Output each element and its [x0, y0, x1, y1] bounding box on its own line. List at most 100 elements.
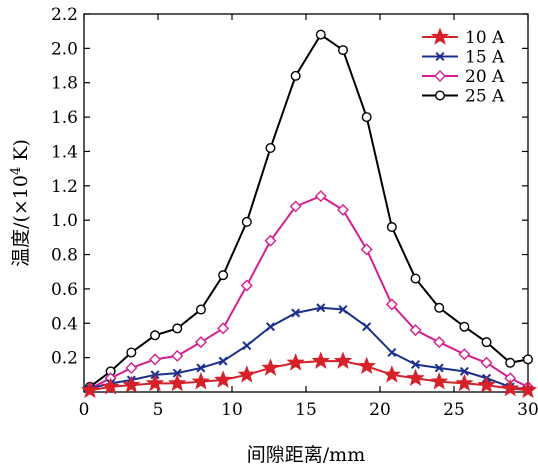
data-point-20a: [125, 361, 138, 374]
data-point-15a: [172, 368, 182, 378]
data-point-15a: [265, 322, 275, 332]
data-point-15a: [387, 347, 397, 357]
x-tick-label: 0: [79, 400, 90, 420]
y-tick-label: 0.2: [51, 349, 78, 369]
data-point-25a: [241, 216, 252, 227]
y-tick-label: 1.6: [51, 108, 78, 128]
series-10a: [80, 351, 538, 399]
data-point-20a: [240, 279, 253, 292]
data-point-25a: [172, 323, 183, 334]
data-point-25a: [218, 270, 229, 281]
data-point-20a: [409, 324, 422, 337]
data-point-15a: [291, 308, 301, 318]
y-tick-label: 1.0: [51, 211, 78, 231]
y-axis-title: 温度/(×104 K): [9, 139, 32, 267]
data-point-15a: [218, 356, 228, 366]
data-point-20a: [264, 234, 277, 247]
data-point-10a: [382, 365, 401, 383]
y-tick-label: 2.0: [51, 39, 78, 59]
legend-marker-20a: [434, 70, 446, 82]
data-point-15a: [242, 341, 252, 351]
data-point-25a: [386, 222, 397, 233]
legend-label-10a: 10 A: [465, 28, 505, 48]
data-point-25a: [265, 143, 276, 154]
data-point-20a: [314, 190, 327, 203]
legend-label-15a: 15 A: [465, 48, 505, 68]
data-point-10a: [122, 375, 141, 393]
x-tick-label: 25: [443, 400, 465, 420]
legend-label-25a: 25 A: [465, 87, 505, 107]
data-point-20a: [433, 336, 446, 349]
axes: 0 5 10 15 20 25 30 0.2 0.4 0.6 0.8 1.0 1.2 1.4 1.6 1.8 2…: [51, 5, 538, 420]
data-point-15a: [434, 363, 444, 373]
data-point-25a: [150, 330, 161, 341]
data-point-20a: [458, 348, 471, 361]
series-25a: [84, 29, 534, 392]
y-axis-title-exponent: 4: [9, 167, 24, 175]
x-tick-label: 5: [153, 400, 164, 420]
data-point-10a: [237, 365, 256, 383]
legend-label-20a: 20 A: [465, 67, 505, 87]
data-point-20a: [149, 353, 162, 366]
data-point-25a: [481, 337, 492, 348]
data-point-25a: [315, 29, 326, 40]
data-point-25a: [290, 70, 301, 81]
data-point-15a: [459, 366, 469, 376]
data-point-20a: [385, 298, 398, 311]
data-point-25a: [505, 357, 516, 368]
y-tick-label: 1.2: [51, 177, 78, 197]
data-point-25a: [459, 321, 470, 332]
data-point-10a: [80, 380, 100, 399]
data-point-10a: [333, 351, 353, 369]
data-point-25a: [434, 302, 445, 313]
data-point-25a: [195, 304, 206, 315]
legend-marker-25a: [435, 90, 446, 101]
series-20a: [83, 190, 534, 395]
legend-marker-10a: [430, 27, 450, 45]
y-tick-label: 0.8: [51, 246, 78, 266]
x-tick-label: 10: [221, 400, 243, 420]
data-point-15a: [338, 305, 348, 315]
data-point-10a: [261, 358, 280, 376]
data-point-15a: [362, 322, 372, 332]
y-tick-label: 0.6: [51, 280, 78, 300]
data-point-25a: [361, 112, 372, 123]
y-tick-label: 0.4: [51, 314, 78, 334]
data-point-15a: [196, 363, 206, 373]
data-point-20a: [360, 243, 373, 256]
data-point-15a: [316, 303, 326, 313]
data-point-10a: [168, 373, 187, 392]
data-point-10a: [311, 351, 330, 369]
data-point-10a: [101, 377, 120, 395]
series-line-15a: [89, 306, 529, 392]
data-point-10a: [406, 368, 425, 387]
data-point-10a: [501, 378, 520, 397]
data-point-20a: [194, 336, 207, 349]
y-axis-title-prefix: 温度/(×10: [10, 175, 32, 267]
y-tick-label: 1.8: [51, 74, 78, 94]
data-point-10a: [145, 373, 165, 392]
data-point-15a: [411, 360, 421, 370]
data-point-25a: [126, 347, 137, 358]
x-tick-label: 20: [369, 400, 391, 420]
data-point-10a: [286, 353, 305, 371]
data-point-20a: [217, 322, 230, 335]
x-axis-title: 间隙距离/mm: [247, 444, 365, 466]
x-tick-label: 15: [295, 400, 317, 420]
data-point-20a: [171, 349, 184, 362]
data-point-10a: [455, 373, 474, 392]
data-point-20a: [337, 203, 349, 216]
data-point-25a: [523, 354, 534, 365]
data-point-10a: [518, 380, 538, 399]
legend-marker-15a: [435, 51, 445, 62]
data-point-20a: [480, 356, 493, 369]
data-point-25a: [338, 45, 349, 56]
data-point-10a: [357, 356, 376, 375]
y-tick-label: 2.2: [51, 5, 78, 25]
x-tick-label: 30: [517, 400, 538, 420]
data-point-10a: [213, 370, 233, 388]
data-point-25a: [410, 273, 421, 284]
y-axis-title-suffix: K): [10, 139, 32, 167]
data-point-20a: [289, 200, 302, 213]
